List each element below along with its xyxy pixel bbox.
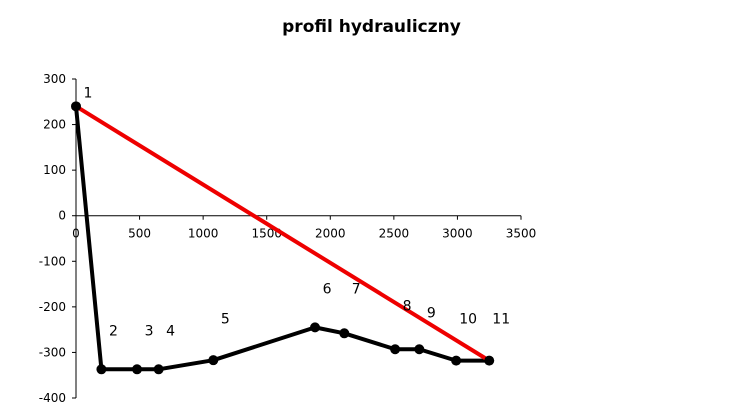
y-tick-label: 300 <box>43 72 66 86</box>
point-label: 4 <box>166 324 175 340</box>
series-layer <box>71 101 495 375</box>
data-point-marker <box>451 355 462 366</box>
x-tick-label: 0 <box>72 227 80 241</box>
point-label: 3 <box>145 324 154 340</box>
point-label: 5 <box>221 312 230 328</box>
data-point-marker <box>208 355 219 366</box>
chart-title: profil hydrauliczny <box>282 17 461 37</box>
point-label: 6 <box>323 282 332 298</box>
point-label: 10 <box>459 312 477 328</box>
data-point-marker <box>310 322 321 333</box>
x-tick-label: 1000 <box>188 227 219 241</box>
data-point-marker <box>132 364 143 375</box>
y-tick-label: 100 <box>43 163 66 177</box>
point-label: 1 <box>84 86 93 102</box>
y-tick-label: -400 <box>39 391 66 405</box>
data-point-marker <box>414 344 425 355</box>
series-line-hydraulic-gradient <box>74 104 491 363</box>
x-tick-label: 2000 <box>315 227 346 241</box>
point-label: 7 <box>352 282 361 298</box>
y-tick-label: 0 <box>58 209 66 223</box>
point-label: 11 <box>492 312 510 328</box>
point-labels: 1 2 3 4 5 6 7 8 9 10 11 <box>84 86 511 340</box>
data-point-marker <box>71 101 81 112</box>
y-tick-label: -100 <box>39 254 66 268</box>
data-point-marker <box>484 355 495 366</box>
x-tick-label: 500 <box>128 227 151 241</box>
x-tick-label: 3000 <box>442 227 473 241</box>
point-label: 2 <box>109 324 118 340</box>
x-tick-label: 2500 <box>379 227 410 241</box>
x-tick-label: 3500 <box>506 227 537 241</box>
data-point-marker <box>339 328 350 339</box>
y-tick-label: -300 <box>39 345 66 359</box>
point-label: 9 <box>427 305 436 321</box>
data-point-marker <box>153 364 164 375</box>
point-label: 8 <box>403 298 412 314</box>
data-point-marker <box>96 364 107 375</box>
data-point-marker <box>390 344 401 355</box>
y-tick-label: 200 <box>43 118 66 132</box>
y-tick-label: -200 <box>39 300 66 314</box>
